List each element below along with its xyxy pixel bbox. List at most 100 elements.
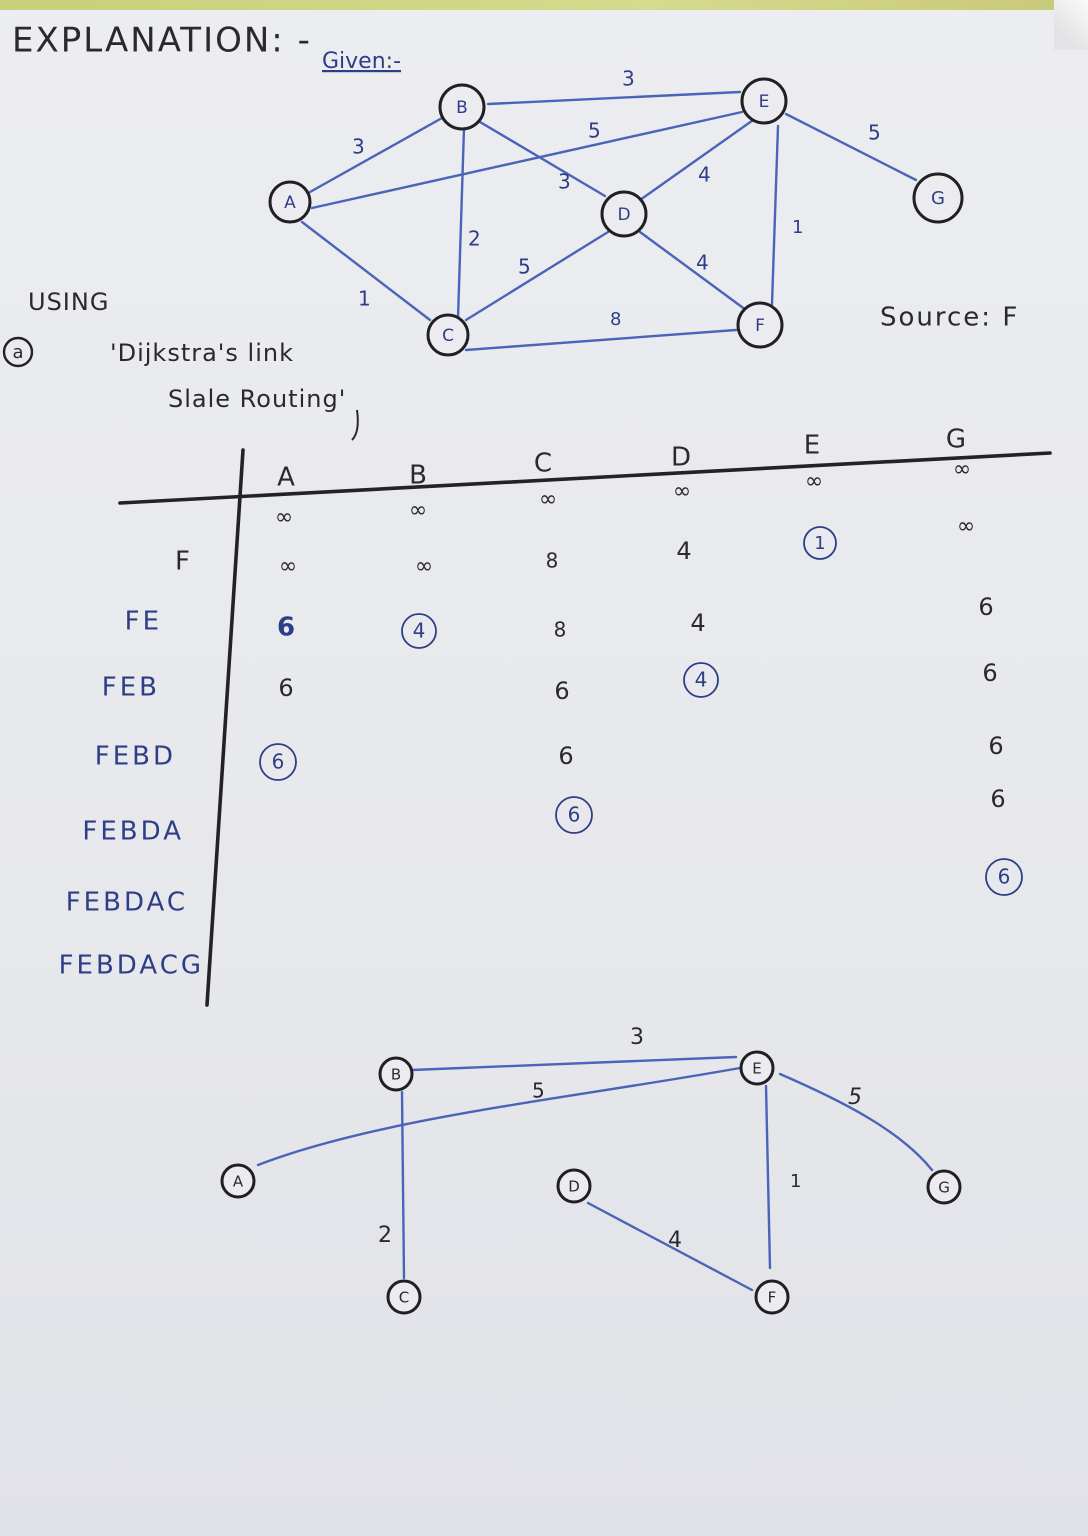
given-graph-nodes: A B C D E F G	[268, 77, 964, 357]
row-label-febd: FEBD	[95, 742, 176, 772]
weight-e-f: 1	[792, 217, 803, 238]
svg-text:6: 6	[998, 865, 1011, 889]
col-header-g: G	[946, 425, 966, 455]
svg-text:D: D	[568, 1178, 580, 1196]
cell-feb-c: 6	[554, 677, 569, 705]
tree-node-e: E	[739, 1050, 775, 1086]
tree-weights: 3 5 5 1 2 4	[378, 1025, 862, 1253]
svg-text:G: G	[938, 1179, 950, 1197]
table-header-rule	[118, 451, 1052, 505]
source-label: Source: F	[880, 303, 1019, 333]
method-routing: Slale Routing'	[168, 385, 346, 413]
edge-b-c	[456, 126, 466, 320]
node-a: A	[268, 180, 312, 224]
edge-b-d	[478, 120, 607, 198]
tree-weight-d-f: 4	[668, 1228, 682, 1253]
cell-f-a: ∞	[279, 554, 297, 579]
col-header-e: E	[804, 431, 820, 461]
tree-weight-e-g: 5	[848, 1085, 862, 1110]
cell-r0-b: ∞	[409, 498, 427, 523]
page-top-strip	[0, 0, 1088, 10]
given-graph-weights: 3 3 5 3 2 4 5 1 1 5 4 8	[352, 67, 881, 331]
tree-edge-e-f	[764, 1084, 772, 1270]
node-d: D	[600, 190, 648, 238]
cell-fe-b-circled: 4	[401, 613, 437, 649]
init-c: ∞	[539, 487, 557, 512]
svg-text:A: A	[233, 1173, 244, 1191]
edge-c-f	[464, 328, 738, 352]
row-label-feb: FEB	[102, 673, 160, 703]
init-e: ∞	[805, 469, 823, 494]
svg-text:4: 4	[695, 668, 708, 692]
cell-fe-c: 8	[554, 618, 567, 642]
cell-r0-g: ∞	[957, 514, 975, 539]
svg-text:1: 1	[814, 533, 825, 554]
cell-r0-a: ∞	[275, 505, 293, 530]
tree-node-f: F	[754, 1279, 790, 1315]
explanation-heading: EXPLANATION: -	[12, 21, 312, 61]
col-header-c: C	[534, 449, 552, 479]
cell-fe-a: 6	[277, 613, 295, 643]
cell-febda-c-circled: 6	[555, 796, 593, 834]
node-b: B	[438, 83, 486, 131]
cell-febda-g: 6	[990, 785, 1005, 813]
svg-text:a: a	[12, 342, 23, 363]
edge-a-c	[300, 220, 432, 322]
tree-edge-d-f	[586, 1201, 754, 1292]
weight-d-f: 4	[696, 251, 709, 275]
cell-feb-g: 6	[982, 659, 997, 687]
edge-e-d	[638, 116, 758, 202]
cell-f-b: ∞	[415, 554, 433, 579]
cell-febd-a-circled: 6	[259, 743, 297, 781]
cell-febdac-g-circled: 6	[985, 858, 1023, 896]
table-initial-row: ∞ ∞ ∞ ∞	[539, 457, 971, 512]
tree-node-a: A	[220, 1163, 256, 1199]
table-row-labels: F FE FEB FEBD FEBDA FEBDAC FEBDACG	[59, 547, 204, 981]
tree-edge-a-e	[256, 1066, 742, 1167]
routing-tail	[351, 409, 359, 441]
svg-text:6: 6	[568, 803, 581, 827]
row-label-f: F	[175, 547, 190, 577]
weight-e-g: 5	[868, 121, 881, 145]
node-e: E	[740, 77, 788, 125]
given-label: Given:-	[322, 49, 401, 74]
col-header-d: D	[671, 443, 691, 473]
svg-text:E: E	[752, 1060, 761, 1078]
cell-fe-g: 6	[978, 593, 993, 621]
row-label-febdac: FEBDAC	[66, 888, 188, 918]
tree-node-g: G	[926, 1169, 962, 1205]
svg-text:E: E	[759, 92, 770, 112]
weight-e-d: 4	[698, 163, 711, 187]
cell-f-d: 4	[676, 537, 691, 565]
weight-a-b: 3	[352, 135, 365, 159]
edge-b-e	[486, 90, 742, 106]
svg-text:F: F	[768, 1289, 777, 1307]
table-vertical-rule	[205, 448, 245, 1007]
cell-feb-d-circled: 4	[683, 662, 719, 698]
edge-a-e	[310, 110, 744, 210]
tree-edges	[256, 1055, 934, 1292]
edge-d-f	[638, 230, 748, 312]
col-header-a: A	[277, 463, 295, 493]
tree-edge-b-e	[410, 1055, 738, 1072]
cell-f-e-circled: 1	[803, 526, 837, 560]
edge-e-g	[784, 112, 918, 182]
page-corner-fold	[1054, 0, 1088, 50]
tree-weight-e-f: 1	[790, 1171, 801, 1192]
init-g: ∞	[953, 457, 971, 482]
cell-febd-g: 6	[988, 732, 1003, 760]
svg-text:A: A	[284, 193, 296, 213]
row-label-febdacg: FEBDACG	[59, 951, 204, 981]
col-header-b: B	[409, 461, 427, 491]
tree-weight-b-e: 3	[630, 1025, 644, 1050]
edge-e-f	[770, 124, 780, 306]
svg-text:4: 4	[413, 619, 426, 643]
svg-text:C: C	[442, 326, 454, 346]
node-g: G	[912, 172, 964, 224]
tree-edge-e-g	[778, 1072, 934, 1172]
cell-febd-c: 6	[558, 742, 573, 770]
tree-node-c: C	[386, 1279, 422, 1315]
cell-f-c: 8	[546, 549, 559, 573]
svg-text:B: B	[456, 98, 468, 118]
